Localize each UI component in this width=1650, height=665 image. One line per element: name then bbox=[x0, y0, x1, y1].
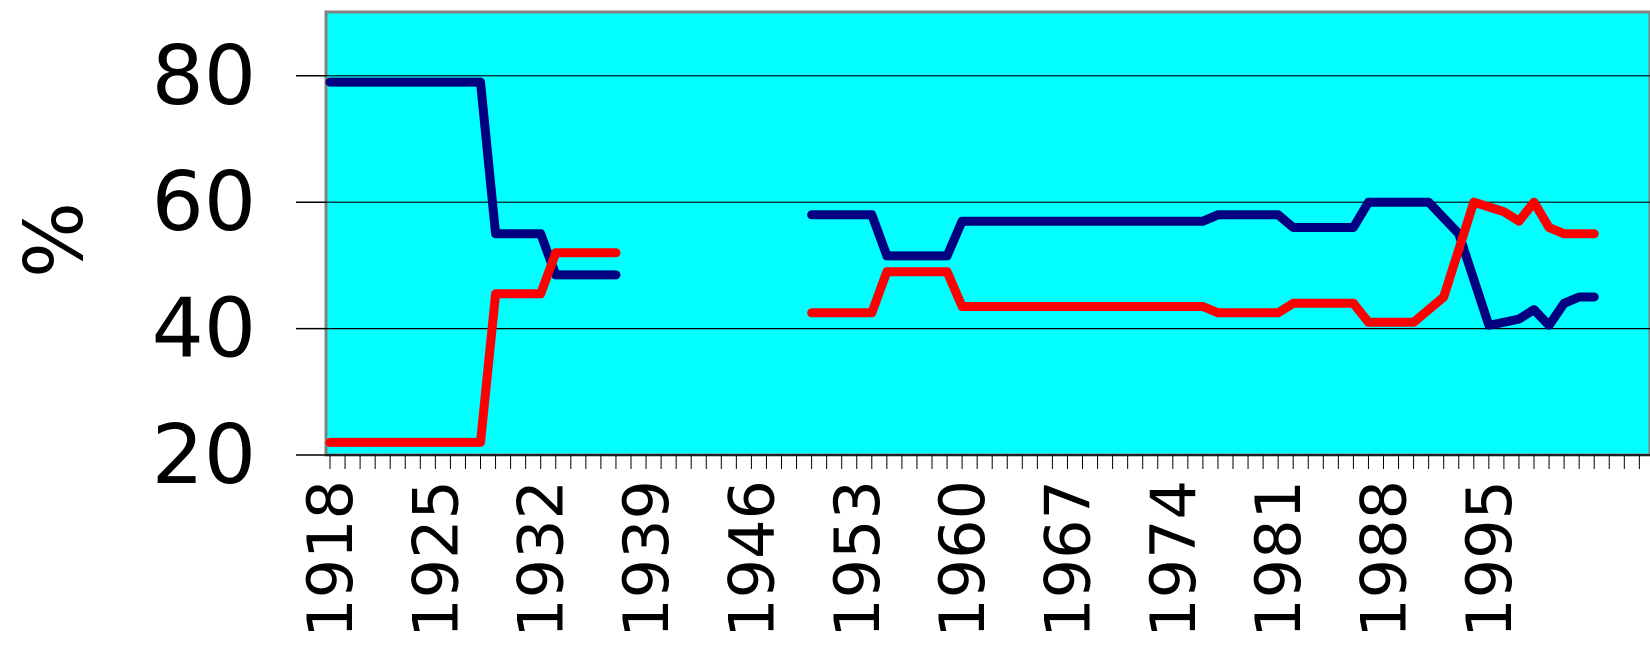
y-tick-label: 80 bbox=[152, 29, 256, 124]
y-axis: 20 40 60 80 bbox=[152, 29, 326, 503]
x-tick-label: 1967 bbox=[1031, 480, 1104, 638]
x-tick-label: 1988 bbox=[1348, 480, 1421, 638]
x-tick-label: 1995 bbox=[1453, 480, 1526, 638]
x-axis: 1918 1925 1932 1939 1946 1953 1960 1967 1974 1981… bbox=[294, 454, 1650, 638]
x-tick-label: 1946 bbox=[715, 480, 788, 638]
x-tick-label: 1974 bbox=[1137, 480, 1210, 638]
x-tick-label: 1932 bbox=[505, 480, 578, 638]
x-tick-label: 1981 bbox=[1242, 480, 1315, 638]
y-tick-label: 20 bbox=[152, 408, 256, 503]
y-tick-label: 60 bbox=[152, 155, 256, 250]
x-tick-label: 1925 bbox=[399, 480, 472, 638]
x-tick-label: 1960 bbox=[926, 480, 999, 638]
x-tick-label: 1939 bbox=[610, 480, 683, 638]
y-tick-label: 40 bbox=[152, 282, 256, 377]
y-axis-label: % bbox=[8, 202, 101, 278]
series-lines bbox=[325, 77, 1599, 447]
x-tick-label: 1918 bbox=[294, 480, 367, 638]
series-line-2 bbox=[325, 197, 1599, 447]
x-tick-label: 1953 bbox=[821, 480, 894, 638]
plot-area bbox=[324, 10, 1650, 457]
series-line-1 bbox=[325, 77, 1599, 330]
